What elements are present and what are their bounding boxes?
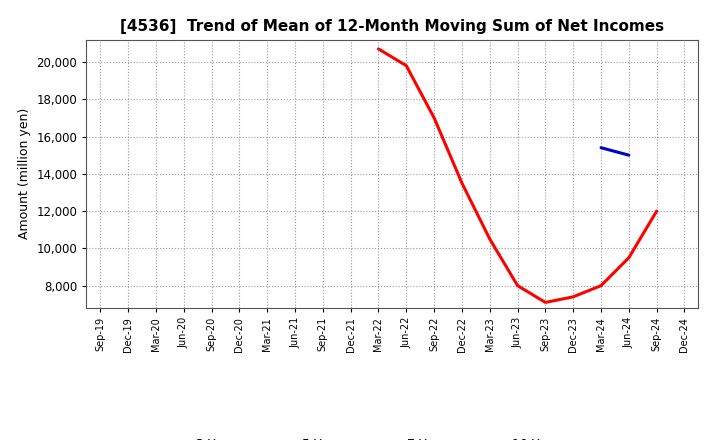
Title: [4536]  Trend of Mean of 12-Month Moving Sum of Net Incomes: [4536] Trend of Mean of 12-Month Moving …: [120, 19, 665, 34]
Y-axis label: Amount (million yen): Amount (million yen): [18, 108, 31, 239]
Legend: 3 Years, 5 Years, 7 Years, 10 Years: 3 Years, 5 Years, 7 Years, 10 Years: [150, 433, 570, 440]
